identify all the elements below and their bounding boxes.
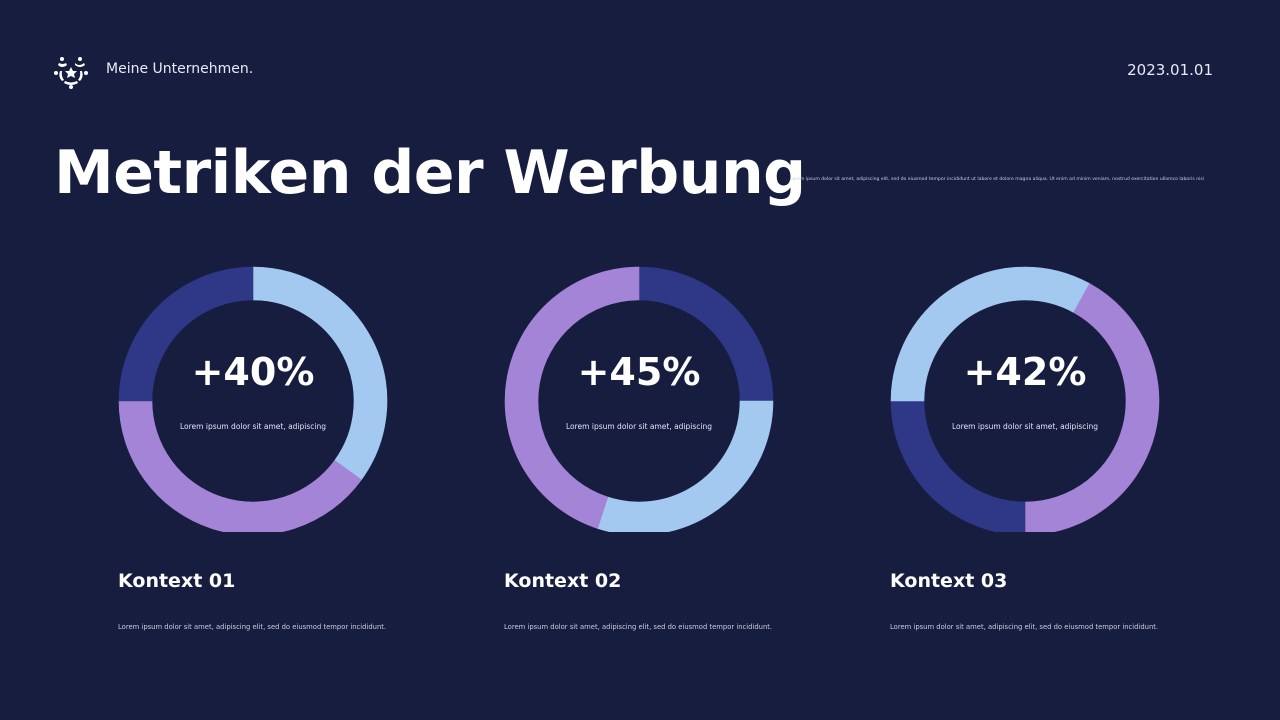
intro-text: Lorem ipsum dolor sit amet, adipiscing e… <box>790 177 1205 182</box>
donut-chart-1 <box>118 266 388 532</box>
chart-caption: Lorem ipsum dolor sit amet, adipiscing <box>566 422 712 431</box>
chart-value-label: +40% <box>191 350 315 394</box>
context-text: Lorem ipsum dolor sit amet, adipiscing e… <box>504 623 773 631</box>
donut-segment-purple <box>1024 283 1160 532</box>
context-title: Kontext 01 <box>118 570 236 592</box>
donut-segment-purple <box>504 266 640 529</box>
donut-chart-3 <box>890 266 1160 532</box>
donut-chart-2 <box>504 266 774 532</box>
date-label: 2023.01.01 <box>1127 61 1213 79</box>
donut-segment-dark-blue <box>890 400 1026 532</box>
brand-name: Meine Unternehmen. <box>106 61 254 77</box>
donut-segment-light-blue <box>890 266 1026 402</box>
context-title: Kontext 02 <box>504 570 622 592</box>
page-title: Metriken der Werbung <box>54 138 806 208</box>
context-text: Lorem ipsum dolor sit amet, adipiscing e… <box>890 623 1159 631</box>
metric-card-3: +42% Lorem ipsum dolor sit amet, adipisc… <box>890 262 1180 662</box>
chart-caption: Lorem ipsum dolor sit amet, adipiscing <box>180 422 326 431</box>
donut-segment-dark-blue <box>118 266 254 402</box>
metric-card-1: +40% Lorem ipsum dolor sit amet, adipisc… <box>118 262 408 662</box>
donut-segment-purple <box>118 400 362 532</box>
chart-value-label: +42% <box>963 350 1087 394</box>
company-logo-icon <box>54 57 88 89</box>
donut-segment-light-blue <box>597 400 774 532</box>
context-text: Lorem ipsum dolor sit amet, adipiscing e… <box>118 623 387 631</box>
metric-card-2: +45% Lorem ipsum dolor sit amet, adipisc… <box>504 262 794 662</box>
chart-value-label: +45% <box>577 350 701 394</box>
chart-caption: Lorem ipsum dolor sit amet, adipiscing <box>952 422 1098 431</box>
context-title: Kontext 03 <box>890 570 1008 592</box>
